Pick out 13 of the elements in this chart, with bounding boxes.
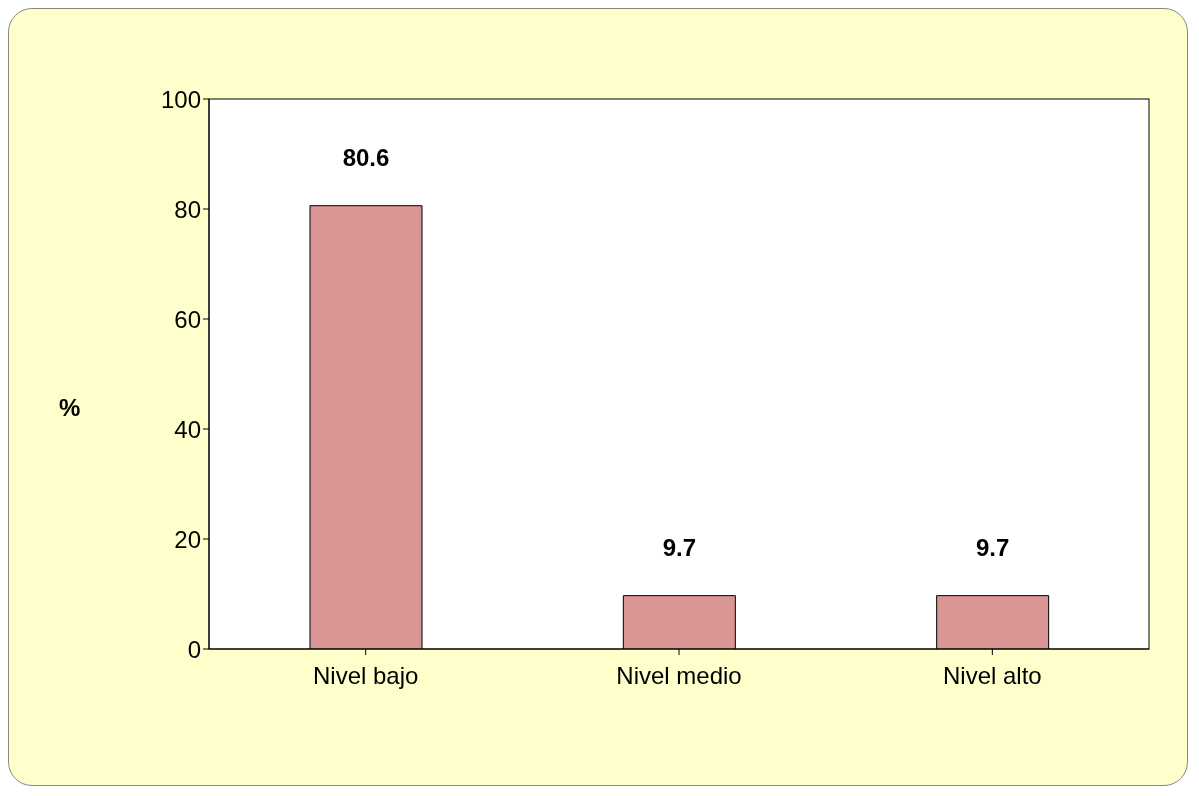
y-tick-label: 40	[174, 415, 201, 443]
y-axis-title: %	[59, 394, 81, 422]
data-label: 9.7	[975, 533, 1010, 561]
y-tick-label: 60	[174, 305, 201, 333]
data-label: 80.6	[342, 143, 390, 171]
y-tick-label: 20	[174, 525, 201, 553]
y-tick-label: 80	[174, 195, 201, 223]
data-label: 9.7	[662, 533, 697, 561]
y-tick-label: 100	[160, 85, 201, 113]
x-tick-label: Nivel alto	[942, 662, 1042, 690]
y-tick-label: 0	[187, 635, 201, 663]
x-tick-label: Nivel bajo	[312, 662, 419, 690]
x-tick-label: Nivel medio	[616, 662, 742, 690]
